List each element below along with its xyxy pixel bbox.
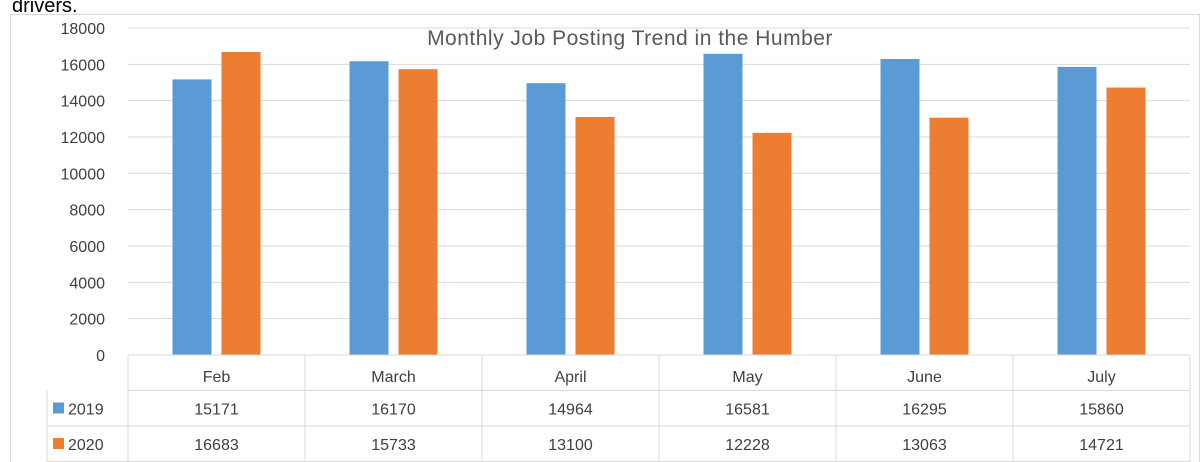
bar xyxy=(526,83,566,356)
table-value: 13063 xyxy=(902,437,947,454)
chart-title: Monthly Job Posting Trend in the Humber xyxy=(427,27,833,50)
legend-swatch xyxy=(53,438,64,449)
chart-border xyxy=(10,14,1200,462)
x-tick-label: Feb xyxy=(203,369,231,386)
table-value: 16170 xyxy=(371,402,416,419)
table-value: 14964 xyxy=(548,402,593,419)
y-tick-label: 18000 xyxy=(61,21,106,38)
table-value: 15171 xyxy=(194,402,239,419)
x-tick-label: June xyxy=(907,369,942,386)
table-value: 12228 xyxy=(725,437,770,454)
table-value: 16683 xyxy=(194,437,239,454)
y-tick-label: 12000 xyxy=(61,130,106,147)
table-value: 13100 xyxy=(548,437,593,454)
table-value: 15860 xyxy=(1079,402,1124,419)
table-value: 16295 xyxy=(902,402,947,419)
bar xyxy=(752,132,792,355)
bar xyxy=(221,51,261,355)
bar xyxy=(880,58,920,355)
legend-label: 2019 xyxy=(68,402,104,419)
bar xyxy=(703,53,743,355)
bar xyxy=(398,69,438,355)
x-tick-label: May xyxy=(732,369,762,386)
x-tick-label: March xyxy=(371,369,415,386)
page-text: drivers. xyxy=(12,0,78,17)
y-tick-label: 4000 xyxy=(69,275,105,292)
legend-label: 2020 xyxy=(68,437,104,454)
y-tick-label: 10000 xyxy=(61,166,106,183)
bar xyxy=(575,117,615,356)
bar xyxy=(1057,66,1097,356)
y-tick-label: 0 xyxy=(96,348,105,365)
y-tick-label: 8000 xyxy=(69,203,105,220)
table-value: 14721 xyxy=(1079,437,1124,454)
y-tick-label: 6000 xyxy=(69,239,105,256)
x-tick-label: April xyxy=(554,369,586,386)
y-tick-label: 2000 xyxy=(69,312,105,329)
bar xyxy=(929,117,969,355)
bar xyxy=(172,79,212,356)
y-tick-label: 16000 xyxy=(61,57,106,74)
table-value: 15733 xyxy=(371,437,416,454)
y-tick-label: 14000 xyxy=(61,94,106,111)
bar xyxy=(349,61,389,356)
table-value: 16581 xyxy=(725,402,770,419)
bar xyxy=(1106,87,1146,356)
legend-swatch xyxy=(53,402,64,414)
x-tick-label: July xyxy=(1087,369,1115,386)
